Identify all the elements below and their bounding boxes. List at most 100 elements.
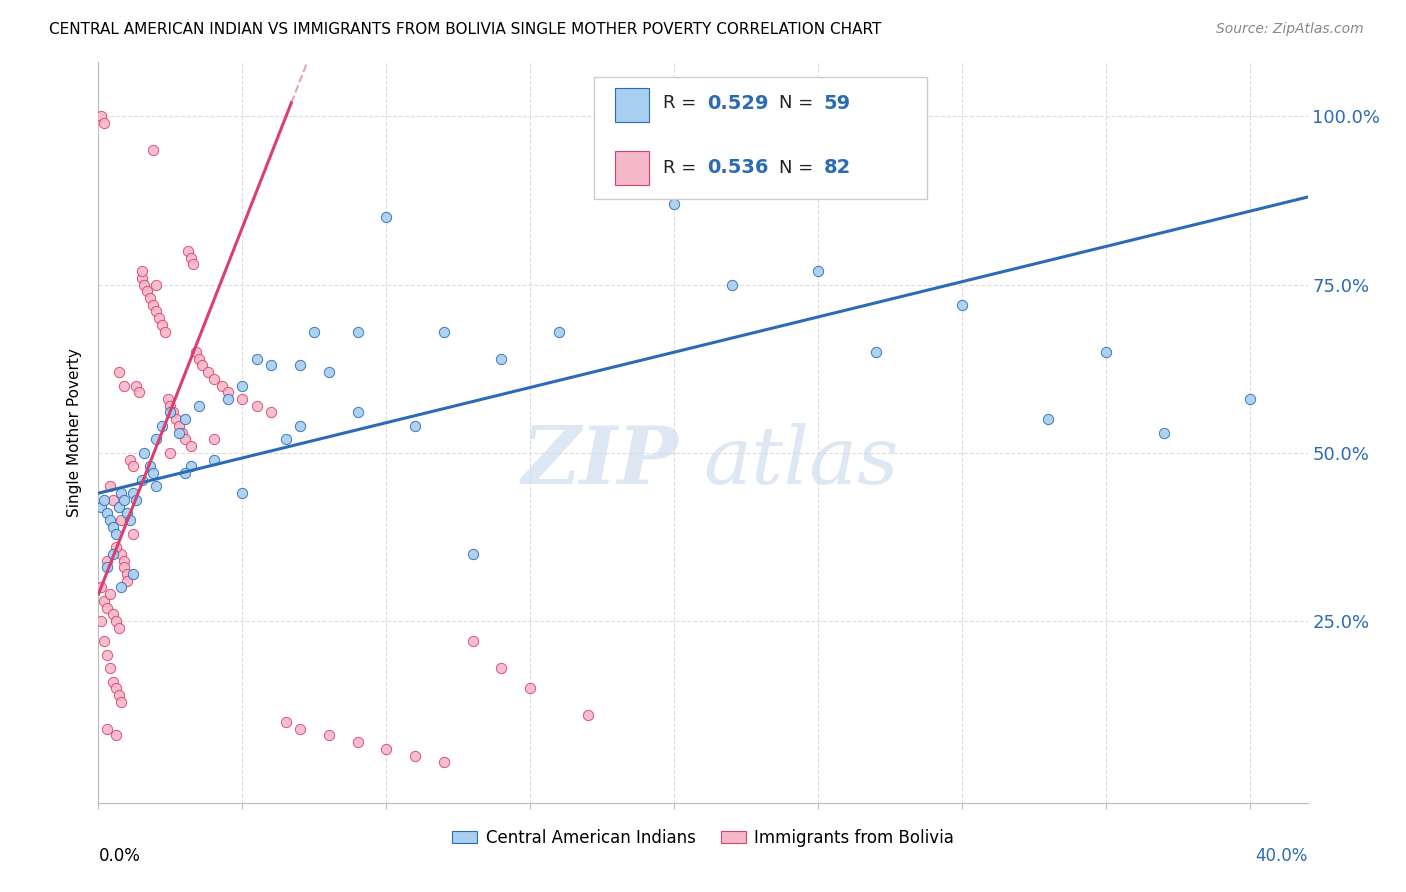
Point [115, 507, 138, 521]
Point [288, 418, 311, 433]
Point [246, 399, 269, 413]
Point [110, 581, 132, 595]
Point [122, 459, 145, 474]
Point [274, 714, 297, 729]
Point [122, 526, 145, 541]
Point [150, 418, 173, 433]
Point [145, 277, 167, 292]
Text: 59: 59 [824, 94, 851, 112]
Point [375, 211, 398, 225]
Point [606, 109, 628, 123]
Point [865, 344, 887, 359]
Point [180, 439, 202, 453]
Point [519, 681, 541, 696]
Point [98, 513, 121, 527]
Text: R =: R = [664, 159, 702, 177]
Point [104, 729, 127, 743]
Point [145, 479, 167, 493]
Point [107, 621, 129, 635]
Point [274, 433, 297, 447]
Point [1239, 392, 1261, 406]
Point [93, 634, 115, 648]
Point [186, 344, 208, 359]
Point [115, 574, 138, 588]
Point [96, 648, 118, 662]
FancyBboxPatch shape [614, 88, 648, 121]
FancyBboxPatch shape [595, 78, 927, 200]
Point [104, 526, 127, 541]
Point [93, 594, 115, 608]
Point [461, 547, 484, 561]
Point [136, 285, 159, 299]
Point [107, 365, 129, 379]
Text: R =: R = [664, 95, 702, 112]
Point [491, 661, 513, 675]
Point [112, 560, 135, 574]
Point [165, 412, 187, 426]
Text: 82: 82 [824, 158, 851, 178]
Point [104, 540, 127, 554]
Point [156, 392, 179, 406]
Point [246, 351, 269, 366]
Text: 0.529: 0.529 [707, 94, 768, 112]
Point [159, 399, 181, 413]
Point [128, 385, 150, 400]
Point [148, 311, 170, 326]
Point [112, 553, 135, 567]
Text: 0.536: 0.536 [707, 158, 768, 178]
Point [231, 486, 253, 500]
Point [346, 325, 368, 339]
Point [404, 418, 426, 433]
Point [145, 433, 167, 447]
Point [167, 418, 190, 433]
Point [576, 708, 599, 723]
Point [101, 492, 124, 507]
Point [664, 196, 686, 211]
Point [318, 365, 340, 379]
Point [131, 270, 153, 285]
Point [202, 372, 225, 386]
Point [104, 681, 127, 696]
Point [96, 722, 118, 736]
Point [122, 566, 145, 581]
Point [191, 359, 214, 373]
Point [101, 607, 124, 622]
Point [217, 392, 239, 406]
Point [125, 378, 148, 392]
Point [93, 116, 115, 130]
Point [950, 298, 973, 312]
Legend: Central American Indians, Immigrants from Bolivia: Central American Indians, Immigrants fro… [446, 822, 960, 854]
Point [142, 143, 165, 157]
Point [96, 560, 118, 574]
Point [115, 566, 138, 581]
Point [173, 412, 195, 426]
Point [98, 661, 121, 675]
Point [433, 756, 456, 770]
Point [125, 492, 148, 507]
Point [167, 425, 190, 440]
Point [231, 378, 253, 392]
Text: 40.0%: 40.0% [1256, 847, 1308, 865]
Point [122, 486, 145, 500]
Point [217, 385, 239, 400]
Point [807, 264, 830, 278]
Point [260, 405, 283, 419]
Point [110, 695, 132, 709]
Point [170, 425, 193, 440]
Point [188, 351, 211, 366]
Point [1153, 425, 1175, 440]
Point [202, 452, 225, 467]
Point [112, 492, 135, 507]
Text: N =: N = [779, 159, 820, 177]
Point [96, 553, 118, 567]
Point [491, 351, 513, 366]
Point [159, 405, 181, 419]
Point [153, 325, 176, 339]
Point [433, 325, 456, 339]
Point [110, 513, 132, 527]
Point [120, 513, 142, 527]
Point [107, 688, 129, 702]
Point [720, 277, 742, 292]
Point [202, 433, 225, 447]
Text: atlas: atlas [703, 424, 898, 501]
